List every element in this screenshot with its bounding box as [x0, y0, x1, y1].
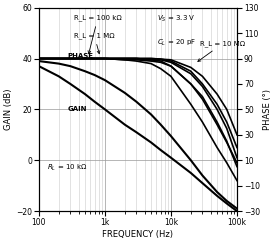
Text: GAIN: GAIN: [68, 106, 87, 113]
Text: $V_S$ = 3.3 V: $V_S$ = 3.3 V: [157, 14, 195, 24]
Text: R_L = 100 kΩ: R_L = 100 kΩ: [74, 15, 122, 54]
Text: R_L = 1 MΩ: R_L = 1 MΩ: [74, 32, 115, 54]
Text: PHASE: PHASE: [68, 53, 94, 60]
Y-axis label: PHASE (°): PHASE (°): [263, 89, 272, 130]
Text: $R_L$ = 10 kΩ: $R_L$ = 10 kΩ: [47, 163, 87, 174]
X-axis label: FREQUENCY (Hz): FREQUENCY (Hz): [102, 230, 173, 239]
Text: R_L = 10 MΩ: R_L = 10 MΩ: [198, 40, 246, 61]
Text: $C_L$ = 20 pF: $C_L$ = 20 pF: [157, 38, 196, 48]
Y-axis label: GAIN (dB): GAIN (dB): [4, 89, 13, 130]
